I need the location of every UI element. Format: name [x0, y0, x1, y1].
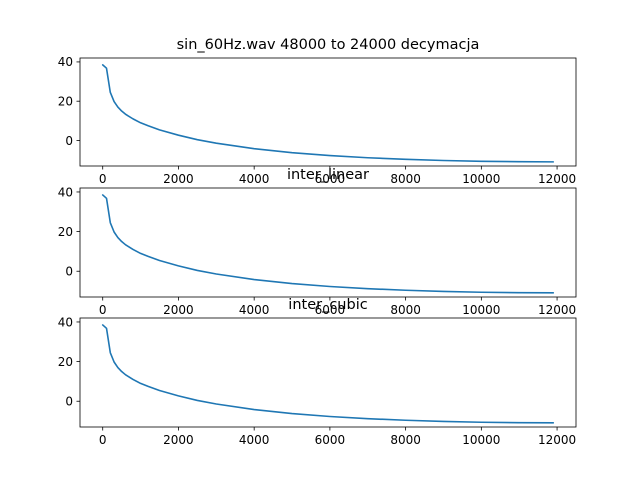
- x-tick-label: 6000: [315, 433, 346, 447]
- x-tick-label: 10000: [462, 172, 500, 186]
- x-tick-label: 2000: [163, 433, 194, 447]
- y-tick-label: 0: [65, 265, 73, 279]
- y-tick-label: 20: [58, 355, 73, 369]
- x-tick-label: 10000: [462, 433, 500, 447]
- axes-frame: [79, 57, 577, 167]
- y-tick-label: 20: [58, 225, 73, 239]
- subplot-title: inter_linear: [287, 167, 369, 183]
- x-tick-label: 8000: [390, 433, 421, 447]
- x-tick-label: 8000: [390, 303, 421, 317]
- y-tick-label: 20: [58, 95, 73, 109]
- subplot-2: 0 2000 4000 6000 8000 10000 12000 0 20 40 inter_li…: [58, 167, 577, 317]
- y-tick-label: 40: [58, 315, 73, 329]
- subplot-title: sin_60Hz.wav 48000 to 24000 decymacja: [177, 37, 480, 53]
- x-tick-label: 4000: [239, 172, 270, 186]
- axes-frame: [79, 317, 577, 428]
- x-tick-label: 0: [99, 172, 107, 186]
- y-tick-label: 40: [58, 55, 73, 69]
- x-tick-label: 0: [99, 433, 107, 447]
- x-tick-label: 0: [99, 303, 107, 317]
- x-tick-label: 2000: [163, 172, 194, 186]
- y-tick-label: 0: [65, 395, 73, 409]
- x-tick-label: 12000: [538, 433, 576, 447]
- subplot-title: inter_cubic: [288, 297, 367, 313]
- axes-frame: [79, 187, 577, 298]
- series-line: [101, 194, 555, 294]
- x-tick-label: 2000: [163, 303, 194, 317]
- subplot-3: 0 2000 4000 6000 8000 10000 12000 0 20 40 inter_cu…: [58, 297, 577, 447]
- x-tick-label: 4000: [239, 303, 270, 317]
- series-line: [101, 324, 555, 424]
- x-tick-label: 8000: [390, 172, 421, 186]
- x-tick-label: 12000: [538, 172, 576, 186]
- series-line: [101, 64, 555, 163]
- y-tick-label: 40: [58, 185, 73, 199]
- x-tick-label: 12000: [538, 303, 576, 317]
- y-tick-label: 0: [65, 134, 73, 148]
- x-tick-label: 6000: [315, 303, 346, 317]
- subplot-1: 0 2000 4000 6000 8000 10000 12000 0 20 40 sin_60Hz…: [58, 37, 577, 186]
- x-tick-label: 6000: [315, 172, 346, 186]
- x-tick-label: 4000: [239, 433, 270, 447]
- x-tick-label: 10000: [462, 303, 500, 317]
